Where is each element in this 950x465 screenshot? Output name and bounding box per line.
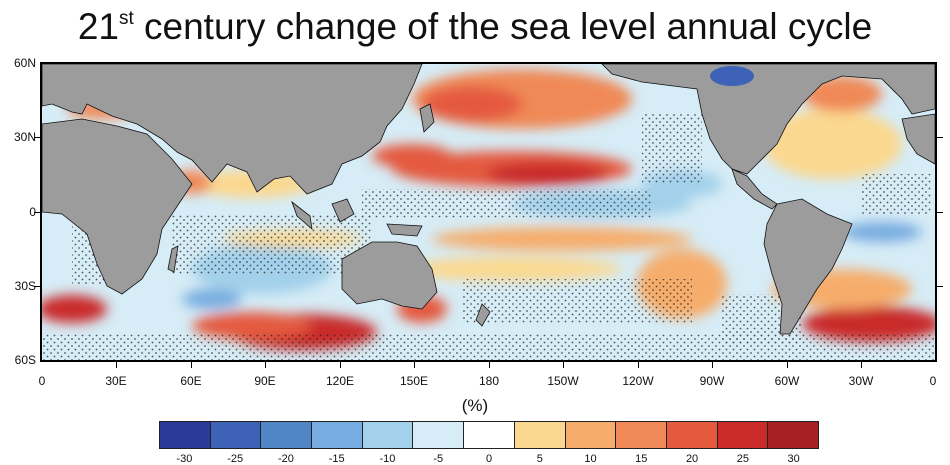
land-africa	[42, 118, 193, 295]
lon-label-60e: 60E	[180, 374, 202, 388]
lon-label-150w: 150W	[547, 374, 579, 388]
colorbar-box	[362, 422, 414, 448]
colorbar-box	[514, 422, 566, 448]
patch-eq-atlantic-cool	[842, 222, 922, 242]
colorbar-tick-label: 20	[685, 453, 699, 465]
land-eurasia-africa	[42, 64, 423, 195]
colorbar-box	[210, 422, 262, 448]
land-madagascar	[167, 245, 179, 273]
lon-tick	[489, 362, 490, 368]
patch-north-atlantic-hot	[802, 76, 882, 112]
colorbar-tick-label: -10	[379, 453, 396, 465]
colorbar-box	[160, 422, 211, 448]
lon-label-0: 0	[38, 374, 46, 388]
patch-southern-indian-outer	[192, 312, 312, 340]
lat-label-30n: 30N	[13, 130, 36, 144]
land-europe-right	[901, 113, 935, 165]
colorbar-tick-label: -20	[277, 453, 294, 465]
colorbar-box	[312, 422, 363, 448]
lat-tick	[937, 137, 943, 138]
lon-tick	[340, 362, 341, 368]
lon-tick	[787, 362, 788, 368]
colorbar-tick-label: 25	[736, 453, 749, 465]
land-central-america	[731, 168, 778, 210]
colorbar-tick-label: -5	[433, 453, 444, 465]
colorbar-box	[666, 422, 718, 448]
lon-label-0-end: 0	[929, 374, 937, 388]
colorbar-box	[565, 422, 617, 448]
land-south-america	[763, 198, 853, 335]
lat-label-60s: 60S	[14, 353, 36, 367]
land-new-zealand	[475, 303, 491, 327]
patch-south-eq-pacific	[432, 227, 692, 251]
colorbar-box	[464, 422, 515, 448]
lon-tick	[265, 362, 266, 368]
patch-indian-cool-core	[182, 289, 242, 309]
patch-north-atlantic	[762, 109, 902, 179]
patch-west-pacific	[372, 144, 452, 168]
lat-tick	[937, 212, 943, 213]
title-prefix: 21	[77, 6, 119, 47]
lat-tick	[937, 286, 943, 287]
patch-hudson-bay	[710, 66, 754, 86]
land-borneo	[331, 198, 355, 223]
lat-label-30s: 30S	[14, 279, 36, 293]
lon-tick	[638, 362, 639, 368]
patch-kuroshio	[422, 86, 522, 122]
lon-tick	[414, 362, 415, 368]
lon-label-60w: 60W	[774, 374, 800, 388]
lon-label-90w: 90W	[699, 374, 725, 388]
colorbar-box	[261, 422, 313, 448]
lon-label-150e: 150E	[399, 374, 429, 388]
lon-tick	[861, 362, 862, 368]
title-superscript: st	[118, 7, 134, 29]
colorbar-tick-label: 5	[536, 453, 543, 465]
lon-label-180: 180	[478, 374, 500, 388]
land-new-guinea	[386, 223, 423, 237]
colorbar-box	[413, 422, 465, 448]
colorbar-tick-label: 15	[635, 453, 648, 465]
map-title: 21st century change of the sea level ann…	[0, 6, 950, 48]
colorbar-tick-label: 0	[485, 453, 493, 465]
colorbar-box	[717, 422, 769, 448]
lat-tick	[34, 212, 40, 213]
lon-tick	[712, 362, 713, 368]
lon-label-120w: 120W	[622, 374, 654, 388]
patch-south-pacific-band	[402, 257, 622, 281]
patch-central-pacific-core	[487, 162, 607, 186]
lat-tick	[34, 286, 40, 287]
patch-southern-africa	[42, 295, 107, 323]
lat-tick	[34, 137, 40, 138]
colorbar-tick-label: 30	[787, 453, 800, 465]
title-rest: century change of the sea level annual c…	[133, 6, 873, 47]
colorbar-tick-label: -25	[227, 453, 244, 465]
patch-southern-atlantic	[802, 306, 935, 342]
lon-label-30w: 30W	[848, 374, 874, 388]
land-sumatra	[291, 200, 313, 231]
land-australia	[341, 241, 438, 310]
lon-label-120e: 120E	[325, 374, 355, 388]
colorbar-tick-label: -15	[328, 453, 345, 465]
lat-label-0: 0	[29, 205, 36, 219]
lon-tick	[563, 362, 564, 368]
land-masses	[42, 64, 935, 335]
colorbar-box	[616, 422, 667, 448]
colorbar-tick-label: -30	[176, 453, 193, 465]
colorbar-tick-label: 10	[584, 453, 597, 465]
lon-label-30e: 30E	[105, 374, 127, 388]
land-north-america	[601, 64, 935, 175]
lon-tick	[116, 362, 117, 368]
map-canvas	[42, 64, 935, 360]
colorbar-unit-label: (%)	[461, 396, 489, 415]
lon-tick	[191, 362, 192, 368]
world-map	[40, 62, 937, 362]
land-japan	[419, 103, 435, 133]
lat-label-60n: 60N	[13, 56, 36, 70]
colorbar-box	[768, 422, 818, 448]
colorbar	[159, 421, 819, 449]
lon-label-90e: 90E	[254, 374, 276, 388]
